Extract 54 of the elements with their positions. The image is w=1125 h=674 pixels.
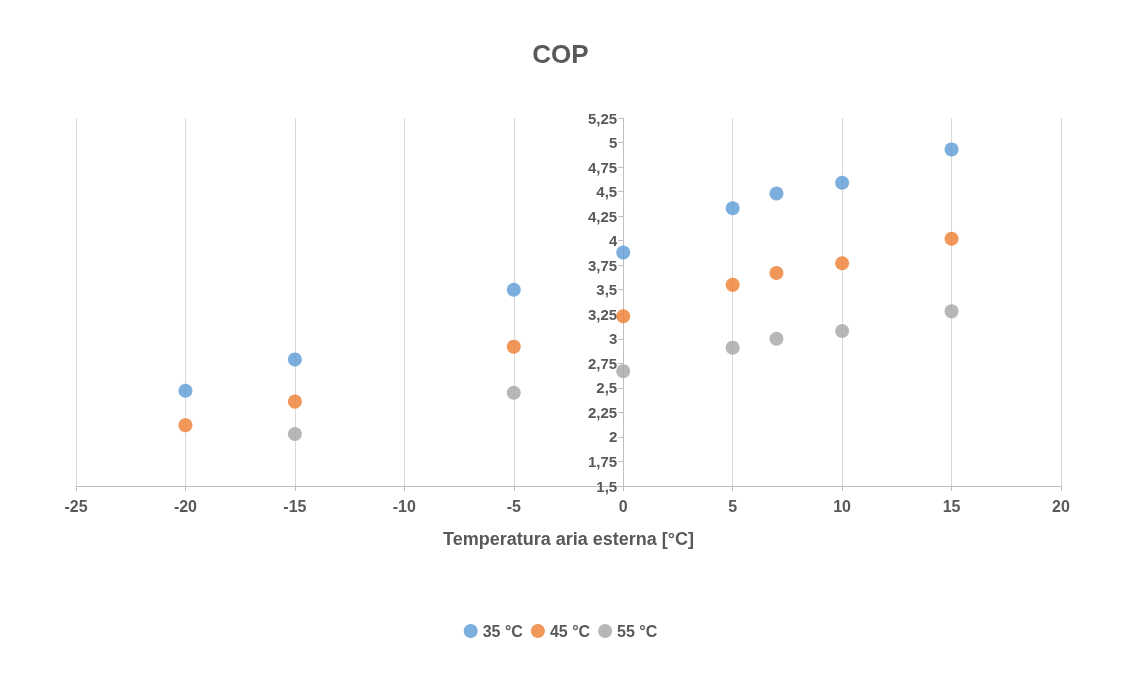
legend-label: 45 °C	[549, 622, 591, 640]
point	[178, 418, 193, 433]
y-tick-label: 3	[608, 330, 618, 348]
point	[616, 245, 631, 260]
y-tick-label: 2,75	[588, 354, 618, 372]
x-tick-label: 0	[618, 497, 628, 515]
point	[287, 426, 302, 441]
y-tick-label: 3,5	[596, 281, 618, 299]
point	[287, 352, 302, 367]
point	[725, 277, 740, 292]
y-tick-label: 2	[608, 428, 618, 446]
point	[506, 282, 521, 297]
legend-label: 35 °C	[482, 622, 524, 640]
y-tick-label: 4	[608, 232, 618, 250]
y-tick-label: 4,25	[588, 207, 618, 225]
point	[944, 142, 959, 157]
y-tick-label: 3,25	[588, 305, 618, 323]
y-tick-label: 5	[608, 134, 618, 152]
point	[769, 331, 784, 346]
y-tick-label: 1,75	[588, 452, 618, 470]
legend-label: 55 °C	[617, 622, 658, 640]
point	[944, 304, 959, 319]
point	[287, 394, 302, 409]
x-tick-label: 20	[1052, 497, 1070, 515]
y-tick-label: 4,5	[596, 183, 618, 201]
x-tick-label: -20	[173, 497, 198, 515]
point	[835, 323, 850, 338]
point	[769, 186, 784, 201]
x-tick-label: -5	[506, 497, 521, 515]
x-axis-title: Temperatura aria esterna [°C]	[443, 529, 694, 549]
y-tick-label: 5,25	[588, 109, 618, 127]
point	[769, 266, 784, 281]
x-tick-label: -10	[392, 497, 416, 515]
x-tick-label: -15	[283, 497, 307, 515]
chart-title: COP	[532, 39, 589, 69]
y-tick-label: 4,75	[588, 158, 618, 176]
x-tick-label: -25	[64, 497, 88, 515]
x-tick-label: 15	[942, 497, 961, 515]
y-tick-label: 1,5	[596, 477, 618, 495]
point	[835, 256, 850, 271]
point	[944, 231, 959, 246]
y-tick-label: 2,5	[596, 379, 618, 397]
y-tick-label: 2,25	[588, 403, 618, 421]
x-tick-label: 5	[728, 497, 738, 515]
point	[506, 339, 521, 354]
point	[506, 385, 521, 400]
x-tick-label: 10	[833, 497, 852, 515]
point	[616, 309, 631, 324]
y-tick-label: 3,75	[588, 256, 618, 274]
point	[178, 383, 193, 398]
point	[725, 340, 740, 355]
point	[835, 175, 850, 190]
point	[616, 364, 631, 379]
point	[725, 201, 740, 216]
